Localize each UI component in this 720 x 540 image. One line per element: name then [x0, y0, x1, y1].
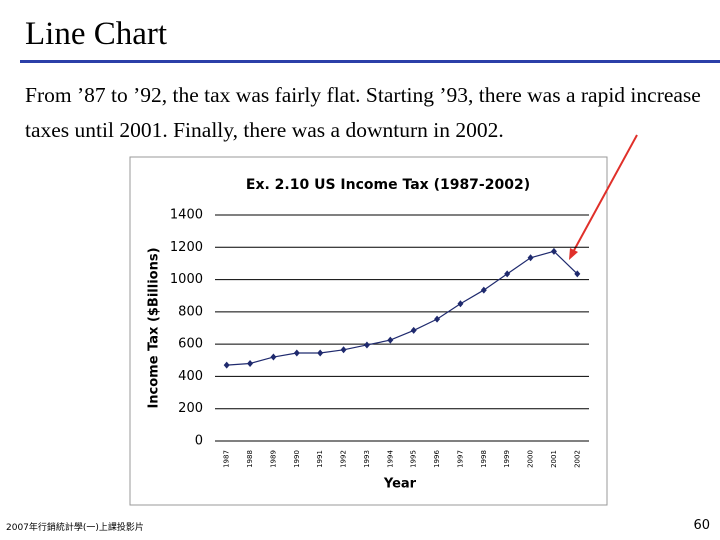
- y-tick-label: 1000: [170, 272, 203, 287]
- slide-text: From ’87 to ’92, the tax was fairly flat…: [25, 83, 701, 142]
- footer: 2007年行銷統計學(一)上課投影片: [6, 523, 144, 533]
- y-tick-label: 800: [178, 304, 203, 319]
- data-point: [574, 270, 581, 278]
- x-tick-label: 1996: [433, 450, 441, 468]
- x-tick-label: 1989: [269, 450, 277, 468]
- x-tick-label: 2001: [550, 450, 558, 468]
- x-tick-label: 2002: [573, 450, 581, 468]
- data-point: [247, 360, 254, 368]
- title-rule: [20, 60, 720, 63]
- y-tick-label: 1200: [170, 240, 203, 255]
- x-tick-label: 1994: [386, 450, 394, 468]
- x-tick-label: 1988: [246, 450, 254, 468]
- x-axis-label: Year: [383, 477, 417, 492]
- x-tick-label: 1990: [293, 450, 301, 468]
- data-point: [527, 254, 534, 262]
- data-point: [457, 300, 464, 308]
- data-point: [317, 349, 324, 357]
- data-point: [480, 286, 487, 294]
- data-point: [504, 270, 511, 278]
- data-line: [226, 250, 578, 366]
- data-point: [293, 349, 300, 357]
- page-number: 60: [693, 518, 710, 533]
- data-point: [223, 361, 230, 369]
- data-point: [387, 336, 394, 344]
- x-tick-label: 1995: [410, 450, 418, 468]
- data-point: [410, 326, 417, 334]
- slide-title: Line Chart: [25, 16, 168, 52]
- data-point: [434, 315, 441, 323]
- chart-title: Ex. 2.10 US Income Tax (1987-2002): [246, 177, 530, 193]
- x-tick-label: 1993: [363, 450, 371, 468]
- y-tick-label: 400: [178, 369, 203, 384]
- arrow-head: [569, 248, 578, 260]
- data-point: [363, 341, 370, 349]
- y-tick-label: 0: [195, 434, 203, 449]
- data-point: [550, 247, 557, 255]
- y-tick-label: 1400: [170, 208, 203, 223]
- x-tick-label: 1992: [340, 450, 348, 468]
- data-point: [340, 346, 347, 354]
- y-tick-label: 200: [178, 401, 203, 416]
- x-tick-label: 1999: [503, 450, 511, 468]
- x-tick-label: 1998: [480, 450, 488, 468]
- x-tick-label: 2000: [527, 450, 535, 468]
- x-tick-label: 1997: [456, 450, 464, 468]
- annotation-arrow: [571, 134, 638, 255]
- y-axis-label: Income Tax ($Billions): [147, 247, 162, 408]
- data-point: [270, 353, 277, 361]
- x-tick-label: 1991: [316, 450, 324, 468]
- x-tick-label: 1987: [223, 450, 231, 468]
- y-tick-label: 600: [178, 337, 203, 352]
